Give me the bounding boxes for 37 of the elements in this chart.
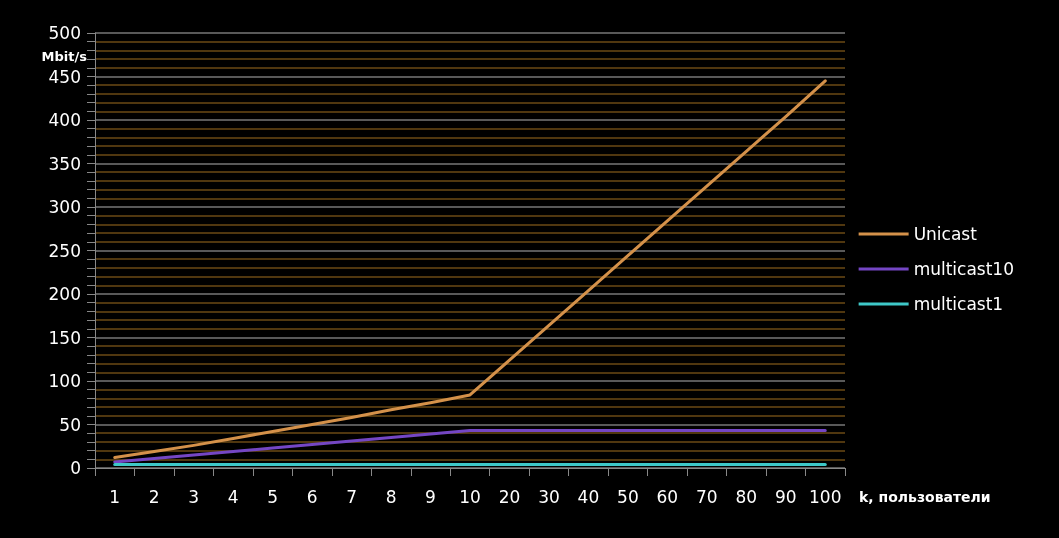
y-axis-title: Mbit/s bbox=[41, 49, 88, 64]
y-tick-label: 0 bbox=[70, 458, 81, 478]
x-tick-label: 30 bbox=[538, 486, 560, 507]
x-tick-label: 2 bbox=[148, 486, 160, 507]
x-tick-label: 70 bbox=[696, 486, 718, 507]
x-axis-title: k, пользователи bbox=[859, 489, 991, 505]
y-tick-label: 150 bbox=[48, 327, 81, 348]
x-tick-label: 9 bbox=[425, 486, 436, 507]
x-tick-label: 20 bbox=[498, 486, 521, 507]
y-tick-label: 500 bbox=[48, 23, 81, 43]
x-tick-label: 100 bbox=[809, 486, 842, 507]
y-tick-label: 350 bbox=[48, 153, 81, 174]
line-series bbox=[113, 79, 827, 460]
legend-label: Unicast bbox=[913, 224, 978, 244]
x-tick-label: 60 bbox=[656, 486, 679, 507]
y-tick-label: 200 bbox=[48, 284, 81, 304]
y-tick-label: 450 bbox=[48, 66, 81, 87]
x-tick-label: 4 bbox=[227, 486, 239, 507]
legend-label: multicast1 bbox=[913, 294, 1004, 314]
x-tick-label: 40 bbox=[577, 486, 600, 507]
y-tick-label: 100 bbox=[48, 371, 81, 391]
y-tick-label: 50 bbox=[59, 414, 81, 435]
x-tick-label: 3 bbox=[188, 486, 200, 507]
y-tick-label: 400 bbox=[48, 110, 81, 130]
x-tick-label: 1 bbox=[109, 486, 121, 507]
x-tick-label: 7 bbox=[346, 486, 357, 507]
x-tick-label: 6 bbox=[306, 486, 318, 507]
y-tick-label: 250 bbox=[48, 240, 81, 261]
x-tick-label: 10 bbox=[459, 486, 481, 507]
y-tick-label: 300 bbox=[48, 197, 81, 217]
x-tick-label: 5 bbox=[267, 486, 279, 507]
x-tick-label: 80 bbox=[735, 486, 758, 507]
line-series bbox=[113, 429, 827, 464]
x-tick-label: 8 bbox=[385, 486, 397, 507]
x-tick-label: 90 bbox=[774, 486, 797, 507]
x-tick-label: 50 bbox=[617, 486, 639, 507]
legend-label: multicast10 bbox=[913, 259, 1015, 279]
